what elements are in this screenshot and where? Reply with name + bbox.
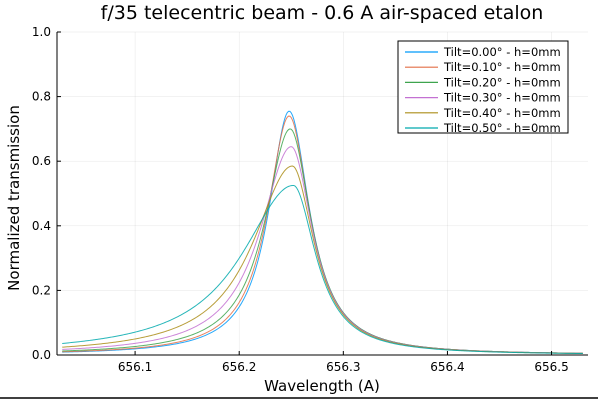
axes bbox=[0, 32, 598, 399]
legend-label-2: Tilt=0.20° - h=0mm bbox=[443, 75, 561, 89]
legend-label-1: Tilt=0.10° - h=0mm bbox=[443, 60, 561, 74]
series-line-5 bbox=[62, 184, 583, 355]
y-axis-title: Normalized transmission bbox=[5, 105, 23, 291]
x-tick-label-4: 656.5 bbox=[534, 360, 568, 374]
y-tick-label-0: 0.0 bbox=[32, 348, 51, 362]
series-layer bbox=[62, 110, 583, 355]
y-tick-label-4: 0.8 bbox=[32, 90, 51, 104]
y-tick-label-5: 1.0 bbox=[32, 25, 51, 39]
legend-label-3: Tilt=0.30° - h=0mm bbox=[443, 91, 561, 105]
y-tick-label-2: 0.4 bbox=[32, 219, 51, 233]
x-tick-label-1: 656.2 bbox=[222, 360, 256, 374]
x-tick-label-0: 656.1 bbox=[118, 360, 152, 374]
x-axis-title: Wavelength (A) bbox=[264, 377, 380, 395]
legend-box bbox=[397, 40, 569, 134]
x-tick-label-3: 656.4 bbox=[430, 360, 464, 374]
legend-label-0: Tilt=0.00° - h=0mm bbox=[443, 45, 561, 59]
ticks: 656.1 656.2 656.3 656.4 656.5 0.0 0.2 0.4 0.6 0.8… bbox=[32, 25, 569, 374]
chart-title: f/35 telecentric beam - 0.6 A air-spaced… bbox=[101, 2, 544, 24]
y-tick-label-1: 0.2 bbox=[32, 283, 51, 297]
legend-label-4: Tilt=0.40° - h=0mm bbox=[443, 106, 561, 120]
y-tick-label-3: 0.6 bbox=[32, 154, 51, 168]
legend-label-5: Tilt=0.50° - h=0mm bbox=[443, 121, 561, 135]
x-tick-label-2: 656.3 bbox=[326, 360, 360, 374]
